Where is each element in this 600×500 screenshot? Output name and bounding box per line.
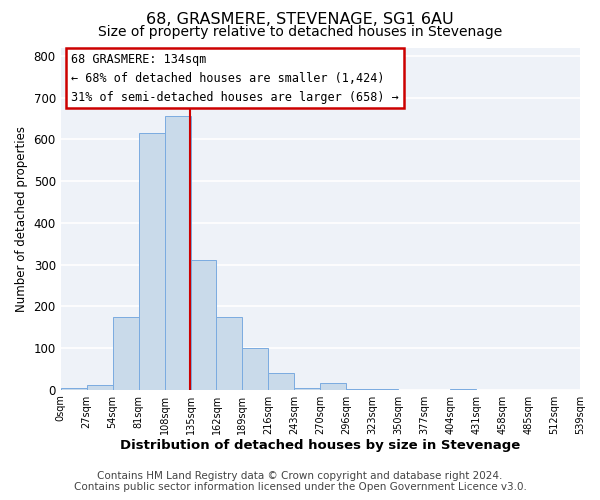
Bar — [191, 260, 217, 390]
Text: 68, GRASMERE, STEVENAGE, SG1 6AU: 68, GRASMERE, STEVENAGE, SG1 6AU — [146, 12, 454, 28]
Y-axis label: Number of detached properties: Number of detached properties — [15, 126, 28, 312]
Bar — [346, 389, 372, 390]
Bar — [139, 133, 164, 390]
Bar — [450, 389, 476, 390]
Text: Size of property relative to detached houses in Stevenage: Size of property relative to detached ho… — [98, 25, 502, 39]
Bar — [268, 373, 295, 390]
Bar — [113, 316, 139, 390]
Bar — [242, 348, 268, 390]
Bar — [61, 388, 86, 390]
Bar — [164, 116, 191, 390]
Bar — [320, 384, 346, 390]
Bar — [86, 384, 113, 390]
X-axis label: Distribution of detached houses by size in Stevenage: Distribution of detached houses by size … — [120, 440, 520, 452]
Text: Contains HM Land Registry data © Crown copyright and database right 2024.
Contai: Contains HM Land Registry data © Crown c… — [74, 471, 526, 492]
Text: 68 GRASMERE: 134sqm
← 68% of detached houses are smaller (1,424)
31% of semi-det: 68 GRASMERE: 134sqm ← 68% of detached ho… — [71, 52, 399, 104]
Bar — [217, 316, 242, 390]
Bar — [295, 388, 320, 390]
